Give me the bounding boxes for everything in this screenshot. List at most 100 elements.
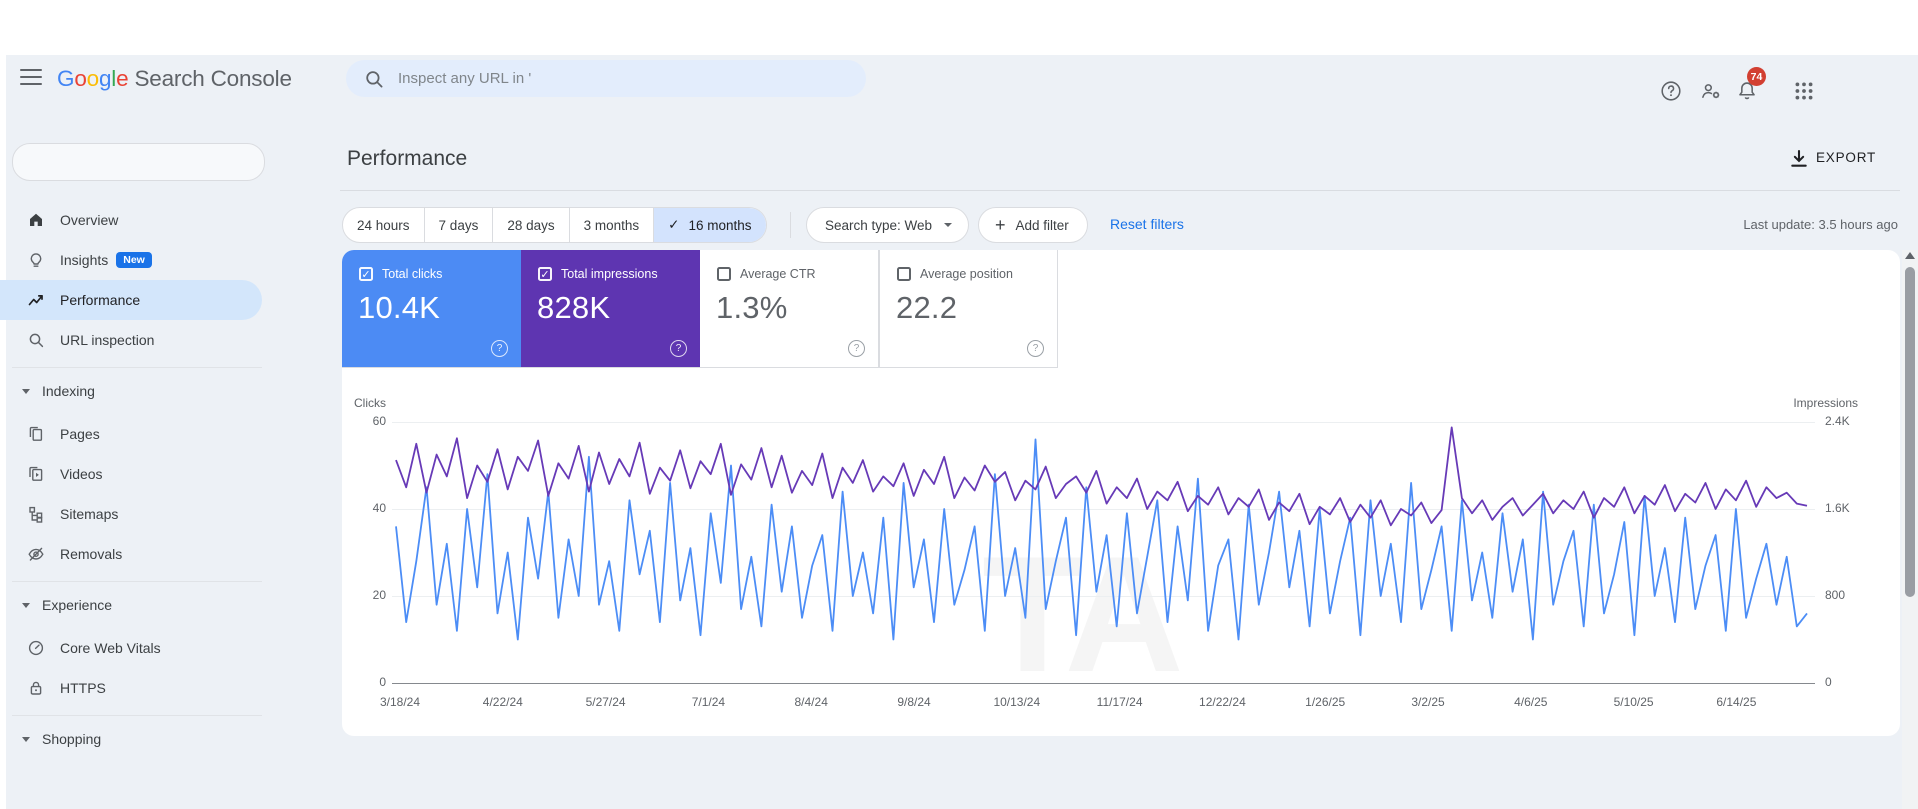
x-axis-tick: 1/26/25 [1285, 695, 1365, 709]
metric-tile-average-position[interactable]: Average position 22.2? [879, 250, 1058, 367]
time-range-24-hours[interactable]: 24 hours [343, 208, 425, 242]
add-filter-label: Add filter [1016, 218, 1069, 233]
metric-value: 1.3% [716, 290, 878, 326]
sidebar-item-label: URL inspection [60, 332, 154, 348]
google-logo: Google [57, 66, 128, 91]
help-icon[interactable] [1660, 80, 1682, 102]
metric-tile-total-impressions[interactable]: ✓ Total impressions 828K? [521, 250, 700, 367]
time-range-7-days[interactable]: 7 days [425, 208, 494, 242]
metric-tile-total-clicks[interactable]: ✓Total clicks10.4K? [342, 250, 521, 367]
reset-filters-link[interactable]: Reset filters [1110, 216, 1184, 232]
gauge-icon [27, 639, 45, 657]
property-selector[interactable] [12, 143, 265, 181]
x-axis-tick: 3/18/24 [360, 695, 440, 709]
chevron-down-icon [944, 223, 952, 227]
section-header-shopping[interactable]: Shopping [12, 716, 262, 762]
metric-label: Average CTR [740, 267, 816, 281]
left-axis-tick: 20 [342, 588, 386, 602]
sidebar-item-insights[interactable]: Insights New [0, 240, 278, 280]
search-icon [27, 331, 45, 349]
checkbox-unchecked-icon[interactable] [897, 267, 911, 281]
x-axis-tick: 6/14/25 [1696, 695, 1776, 709]
time-range-3-months[interactable]: 3 months [570, 208, 655, 242]
scrollbar-thumb[interactable] [1905, 267, 1915, 597]
plus-icon: + [995, 216, 1006, 234]
sidebar-item-core-web-vitals[interactable]: Core Web Vitals [12, 628, 262, 668]
x-axis-tick: 4/6/25 [1491, 695, 1571, 709]
help-icon[interactable]: ? [670, 340, 687, 357]
metric-label: Average position [920, 267, 1013, 281]
sidebar-section-indexing: Indexing Pages VideosSitemapsRemovals [12, 367, 262, 574]
section-header-experience[interactable]: Experience [12, 582, 262, 628]
sidebar-item-url-inspection[interactable]: URL inspection [0, 320, 278, 360]
sidebar-item-label: Overview [60, 212, 118, 228]
export-label: EXPORT [1816, 150, 1876, 165]
hamburger-menu-icon[interactable] [20, 69, 42, 85]
section-collapse-caret-icon [22, 389, 30, 394]
right-axis-tick: 2.4K [1825, 414, 1850, 428]
right-axis-tick: 800 [1825, 588, 1845, 602]
apps-grid-icon[interactable] [1793, 80, 1815, 102]
sidebar-item-label: Pages [60, 426, 100, 442]
sidebar-item-sitemaps[interactable]: Sitemaps [12, 494, 262, 534]
url-inspect-search-bar[interactable]: Inspect any URL in ' [346, 60, 866, 97]
product-name: Search Console [128, 66, 291, 91]
checkbox-checked-icon[interactable]: ✓ [538, 267, 552, 281]
chart-plot-area[interactable] [392, 406, 1815, 686]
sidebar-item-performance[interactable]: Performance [0, 280, 262, 320]
x-axis-tick: 7/1/24 [668, 695, 748, 709]
add-filter-button[interactable]: + Add filter [978, 207, 1088, 243]
left-axis-tick: 40 [342, 501, 386, 515]
section-header-indexing[interactable]: Indexing [12, 368, 262, 414]
check-icon: ✓ [668, 217, 679, 233]
sidebar-section: Overview Insights New Performance URL inspec… [0, 200, 278, 360]
page-title: Performance [347, 147, 467, 171]
time-range-label: 28 days [507, 218, 554, 233]
series-line-clicks [396, 439, 1807, 639]
x-axis-tick: 11/17/24 [1080, 695, 1160, 709]
metric-value: 828K [537, 290, 700, 326]
section-title: Experience [42, 597, 112, 613]
sidebar-item-label: Insights [60, 252, 108, 268]
notification-count-badge: 74 [1747, 67, 1766, 86]
x-axis-tick: 4/22/24 [463, 695, 543, 709]
checkbox-checked-icon[interactable]: ✓ [359, 267, 373, 281]
metric-label: Total impressions [561, 267, 658, 281]
export-button[interactable]: EXPORT [1788, 148, 1876, 166]
time-range-16-months[interactable]: ✓16 months [654, 208, 765, 242]
section-title: Shopping [42, 731, 101, 747]
time-range-28-days[interactable]: 28 days [493, 208, 569, 242]
bulb-icon [27, 251, 45, 269]
metric-value: 22.2 [896, 290, 1057, 326]
x-axis-tick: 3/2/25 [1388, 695, 1468, 709]
help-icon[interactable]: ? [848, 340, 865, 357]
sidebar-item-https[interactable]: HTTPS [12, 668, 262, 708]
filter-separator [790, 212, 791, 238]
search-type-dropdown[interactable]: Search type: Web [806, 207, 969, 243]
last-update-text: Last update: 3.5 hours ago [1743, 217, 1898, 232]
user-settings-icon[interactable] [1700, 80, 1722, 102]
left-axis-tick: 60 [342, 414, 386, 428]
x-axis-tick: 5/10/25 [1594, 695, 1674, 709]
scrollbar-up-arrow[interactable] [1905, 252, 1915, 259]
sidebar-item-overview[interactable]: Overview [0, 200, 278, 240]
sitemaps-icon [27, 505, 45, 523]
sidebar-item-removals[interactable]: Removals [12, 534, 262, 574]
help-icon[interactable]: ? [491, 340, 508, 357]
metric-tile-average-ctr[interactable]: Average CTR 1.3%? [700, 250, 879, 367]
search-type-label: Search type: Web [825, 218, 932, 233]
sidebar-item-label: Performance [60, 292, 140, 308]
search-icon [363, 68, 385, 90]
search-placeholder: Inspect any URL in ' [398, 70, 531, 87]
sidebar-item-videos[interactable]: Videos [12, 454, 262, 494]
new-badge: New [116, 252, 152, 268]
download-icon [1788, 148, 1806, 166]
right-axis-tick: 1.6K [1825, 501, 1850, 515]
sidebar-item-pages[interactable]: Pages [12, 414, 262, 454]
sidebar-item-label: Core Web Vitals [60, 640, 161, 656]
help-icon[interactable]: ? [1027, 340, 1044, 357]
metric-tiles: ✓Total clicks10.4K?✓Total impressions828… [342, 250, 1058, 368]
checkbox-unchecked-icon[interactable] [717, 267, 731, 281]
section-collapse-caret-icon [22, 603, 30, 608]
metric-label: Total clicks [382, 267, 442, 281]
